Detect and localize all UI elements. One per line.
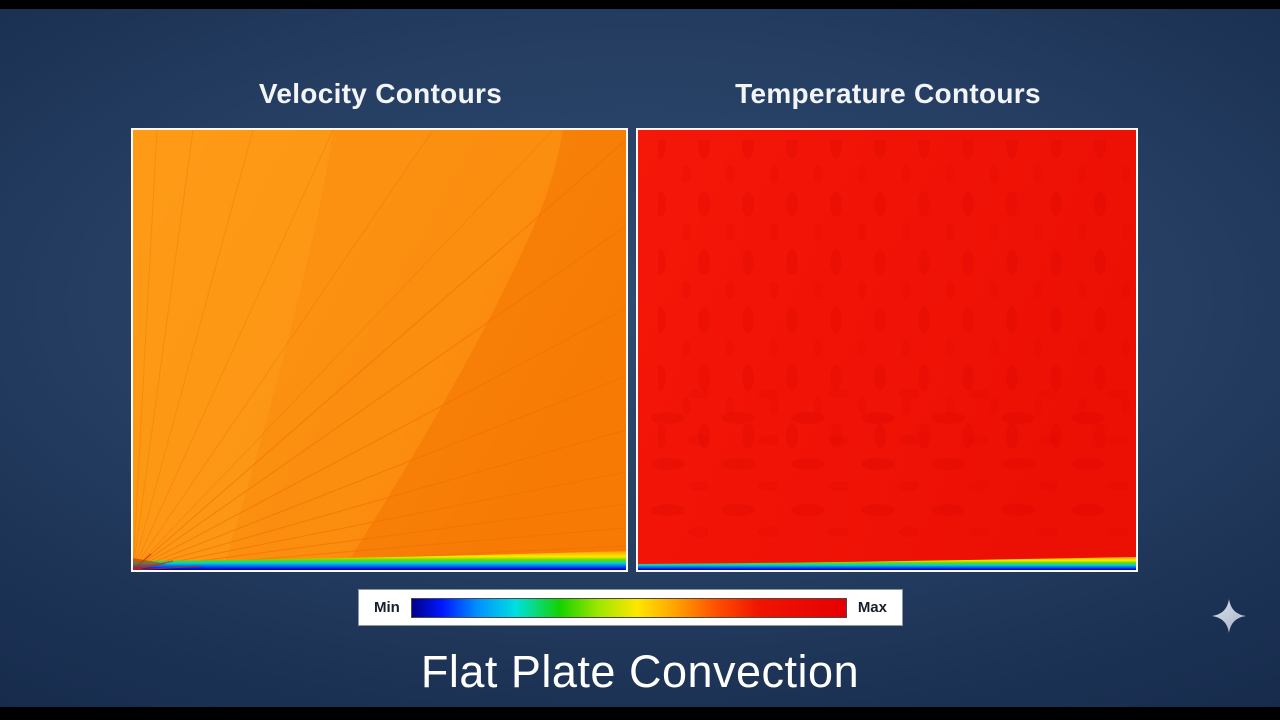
- colorbar-gradient: [410, 597, 847, 618]
- colorbar-max-label: Max: [857, 599, 887, 616]
- velocity-panel-title: Velocity Contours: [258, 78, 503, 109]
- temperature-panel-title: Temperature Contours: [735, 78, 1041, 109]
- main-title: Flat Plate Convection: [420, 646, 860, 697]
- velocity-contour-image: [133, 130, 626, 570]
- velocity-contour-plot: [131, 128, 628, 572]
- colorbar-legend: Min Max: [358, 589, 903, 626]
- letterbox-top: [0, 0, 1280, 9]
- letterbox-bottom: [0, 707, 1280, 720]
- temperature-contour-plot: [636, 128, 1138, 572]
- sparkle-icon: [1212, 599, 1246, 633]
- temperature-contour-image: [638, 130, 1136, 570]
- colorbar-min-label: Min: [374, 599, 400, 616]
